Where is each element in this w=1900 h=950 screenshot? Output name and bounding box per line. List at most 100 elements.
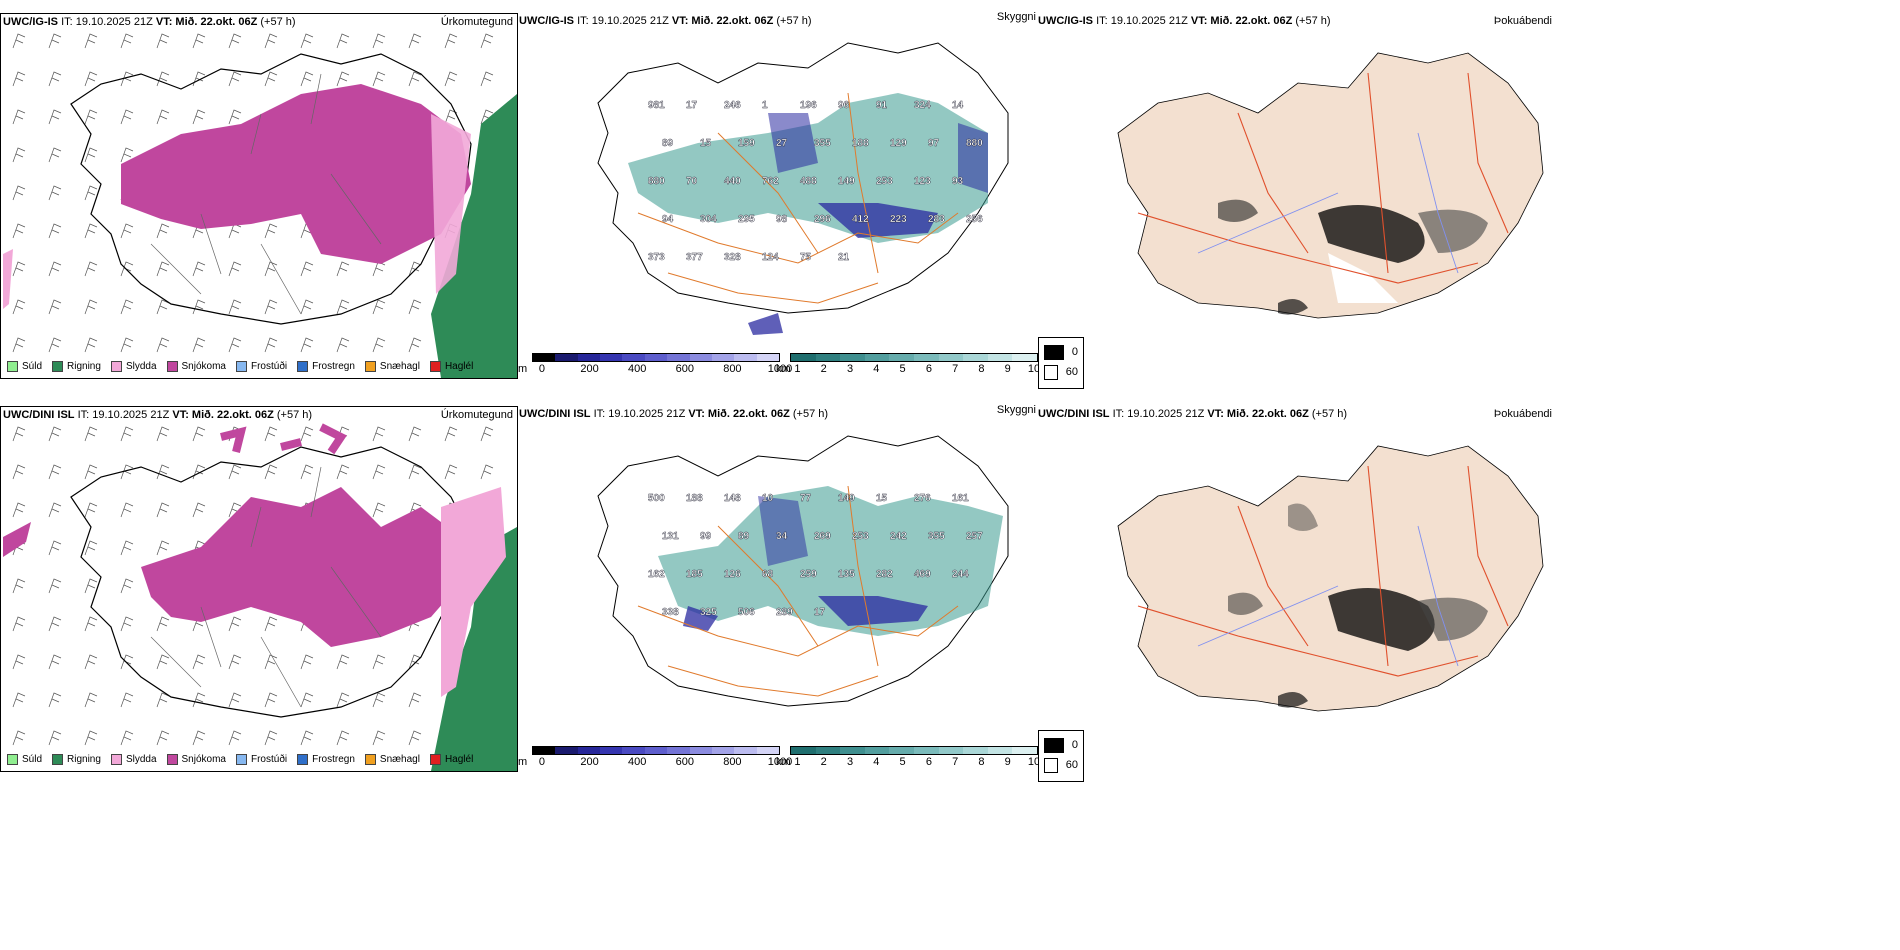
wind-barb	[84, 616, 98, 632]
wind-barb	[48, 185, 62, 201]
lead-time: (+57 h)	[776, 15, 812, 27]
wind-barb	[192, 692, 206, 708]
wind-barb	[48, 692, 62, 708]
visibility-label: 223	[890, 214, 907, 225]
visibility-label: 500	[648, 493, 665, 504]
wind-barb	[372, 33, 386, 49]
legend-label: Súld	[22, 361, 43, 372]
legend-label: Slydda	[125, 754, 157, 765]
wind-barb	[192, 502, 206, 518]
wind-barb	[336, 33, 350, 49]
wind-barb	[336, 692, 350, 708]
visibility-label: 880	[966, 138, 983, 149]
visibility-label: 244	[952, 569, 969, 580]
visibility-label: 289	[776, 607, 793, 618]
wind-barb	[12, 464, 26, 480]
lead-time: (+57 h)	[276, 409, 313, 421]
visibility-panel-row1: 981 17 246 1 196 96 91 324 14 89 15 159 27 355 188 129 9…	[518, 11, 1040, 379]
wind-barb	[228, 33, 242, 49]
wind-barb	[264, 337, 278, 353]
wind-barb	[156, 261, 170, 277]
colorbar-segment	[689, 354, 712, 361]
colorbar-segment	[938, 747, 964, 754]
visibility-label: 34	[776, 531, 788, 542]
colorbar-unit: m	[518, 756, 528, 768]
legend-item: Slydda	[110, 361, 157, 372]
colorbar-tick: 1	[794, 756, 801, 768]
colorbar-segment	[1012, 747, 1037, 754]
colorbar-segment	[667, 747, 690, 754]
colorbar-segment	[577, 354, 601, 361]
precip-map-row2	[3, 423, 517, 771]
colorbar-segment	[889, 747, 914, 754]
wind-barb	[12, 71, 26, 87]
wind-barb	[372, 71, 386, 87]
wind-barb	[372, 299, 386, 315]
wind-barb	[48, 464, 62, 480]
wind-barb	[264, 71, 278, 87]
wind-barb	[372, 502, 386, 518]
wind-barb	[192, 261, 206, 277]
legend-label: Frostregn	[312, 754, 355, 765]
wind-barb	[120, 147, 134, 163]
visibility-label: 27	[776, 138, 788, 149]
colorbar-tick: 600	[675, 756, 694, 768]
wind-barb	[480, 71, 494, 87]
visibility-label: 21	[838, 252, 850, 263]
wind-barb	[84, 337, 98, 353]
wind-barb	[12, 147, 26, 163]
wind-barb	[12, 426, 26, 442]
init-time: IT: 19.10.2025 21Z	[61, 16, 153, 28]
visibility-label: 10	[762, 493, 774, 504]
wind-barb	[120, 109, 134, 125]
wind-barb	[264, 261, 278, 277]
colorbar-segment	[644, 354, 668, 361]
visibility-label: 981	[648, 100, 665, 111]
wind-barb	[372, 654, 386, 670]
legend-swatch	[429, 361, 441, 372]
visibility-label: 17	[686, 100, 698, 111]
model-name: UWC/IG-IS	[519, 15, 574, 27]
colorbar-tick: 5	[899, 756, 906, 768]
wind-barb	[120, 692, 134, 708]
wind-barb	[156, 654, 170, 670]
wind-barb	[12, 223, 26, 239]
wind-barb	[228, 616, 242, 632]
legend-item: Frostúði	[235, 361, 287, 372]
panel-title: Skyggni	[996, 11, 1036, 23]
colorbar-unit: km	[776, 756, 791, 768]
panel-header: UWC/IG-IS IT: 19.10.2025 21Z VT: Mið. 22…	[3, 16, 517, 32]
wind-barb	[48, 337, 62, 353]
visibility-label: 304	[700, 214, 717, 225]
visibility-label: 355	[928, 531, 945, 542]
legend-label: Haglél	[444, 754, 474, 765]
panel-title: Þokuábendi	[1493, 408, 1552, 420]
visibility-label: 256	[966, 214, 983, 225]
wind-barb	[228, 730, 242, 746]
visibility-label: 1	[762, 100, 768, 111]
wind-barb	[228, 299, 242, 315]
fog-map-row2	[1117, 445, 1544, 712]
visibility-label: 440	[724, 176, 741, 187]
wind-barb	[336, 464, 350, 480]
fog-swatch	[1044, 364, 1058, 380]
fog-swatch	[1044, 757, 1058, 773]
colorbar-tick: 3	[846, 363, 854, 375]
panel-title: Skyggni	[996, 404, 1036, 416]
colorbar-segment	[734, 747, 757, 754]
visibility-label: 14	[952, 100, 964, 111]
colorbar-tick: 9	[1004, 756, 1011, 768]
wind-barb	[408, 426, 422, 442]
precip-legend: Súld Rigning Slydda Snjókoma Frostúði Frostre…	[7, 754, 473, 765]
valid-time: VT: Mið. 22.okt. 06Z	[671, 15, 774, 27]
fog-value: 60	[1065, 759, 1078, 771]
wind-barb	[264, 730, 278, 746]
panel-header: UWC/IG-IS IT: 19.10.2025 21Z VT: Mið. 22…	[1038, 15, 1558, 31]
legend-item: Haglél	[429, 754, 474, 765]
legend-item: Rigning	[52, 754, 101, 765]
wind-barb	[48, 616, 62, 632]
wind-barb	[84, 33, 98, 49]
wind-barb	[480, 33, 494, 49]
visibility-label: 506	[738, 607, 755, 618]
legend-label: Rigning	[67, 754, 101, 765]
